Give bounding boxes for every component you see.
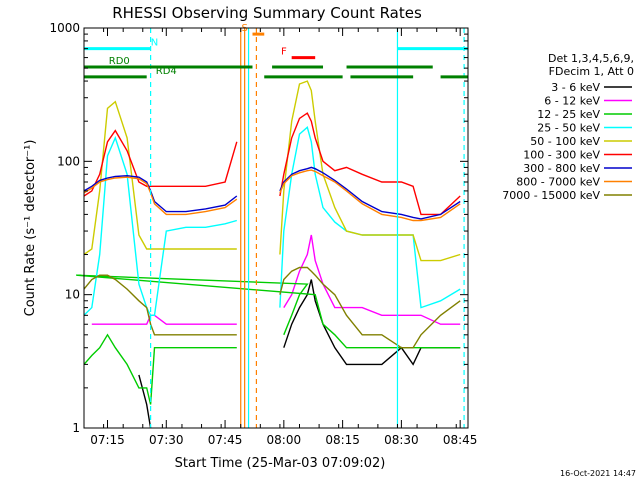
footer-date: 16-Oct-2021 14:47 (560, 469, 636, 478)
series-line-5 (83, 112, 461, 216)
series-line-6 (83, 166, 461, 220)
legend: Det 1,3,4,5,6,9,FDecim 1, Att 0 3 - 6 keV… (502, 52, 634, 202)
series-line-7 (83, 169, 461, 222)
series-line-4 (83, 80, 461, 262)
y-tick-label-1: 10 (65, 288, 80, 302)
x-axis: 07:15 07:30 07:45 08:00 08:15 08:30 08:45 (83, 28, 478, 447)
x-tick-label-4: 08:15 (325, 433, 360, 447)
x-tick-label-3: 08:00 (267, 433, 302, 447)
y-axis: 1 10 100 1000 (49, 21, 468, 435)
x-tick-label-5: 08:30 (384, 433, 419, 447)
legend-entry-5: 100 - 300 keV (523, 149, 600, 162)
legend-header-0: Det 1,3,4,5,6,9, (548, 52, 634, 65)
legend-entry-6: 300 - 800 keV (523, 162, 600, 175)
flag-label-4: RD4 (156, 66, 177, 77)
series-line-1 (91, 234, 461, 325)
legend-entry-0: 3 - 6 keV (551, 81, 600, 94)
legend-entry-3: 25 - 50 keV (537, 122, 600, 135)
x-tick-label-0: 07:15 (90, 433, 125, 447)
series-line-8 (83, 266, 461, 349)
legend-entry-2: 12 - 25 keV (537, 108, 600, 121)
flag-label-3: RD0 (109, 56, 130, 67)
chart-title: RHESSI Observing Summary Count Rates (112, 4, 422, 22)
series-line-2 (76, 274, 461, 405)
x-tick-label-6: 08:45 (443, 433, 478, 447)
legend-header-1: FDecim 1, Att 0 (549, 65, 634, 78)
legend-entry-4: 50 - 100 keV (530, 135, 600, 148)
series-line-0 (138, 279, 461, 429)
legend-entry-7: 800 - 7000 keV (516, 176, 600, 189)
flag-label-0: N (151, 38, 158, 49)
x-tick-label-1: 07:30 (149, 433, 184, 447)
y-axis-label: Count Rate (s⁻¹ detector⁻¹) (23, 140, 38, 317)
series-line-3 (83, 126, 461, 316)
y-tick-label-0: 1 (72, 421, 80, 435)
x-tick-label-2: 07:45 (208, 433, 243, 447)
y-tick-label-2: 100 (57, 154, 80, 168)
plot-area: N S F RD0 RD4 (76, 23, 469, 429)
flag-label-2: F (281, 47, 287, 58)
x-axis-label: Start Time (25-Mar-03 07:09:02) (175, 456, 386, 471)
flag-label-1: S (241, 23, 247, 34)
legend-entry-8: 7000 - 15000 keV (502, 189, 600, 202)
y-tick-label-3: 1000 (49, 21, 80, 35)
plot-frame (83, 27, 469, 429)
legend-entry-1: 6 - 12 keV (544, 95, 600, 108)
